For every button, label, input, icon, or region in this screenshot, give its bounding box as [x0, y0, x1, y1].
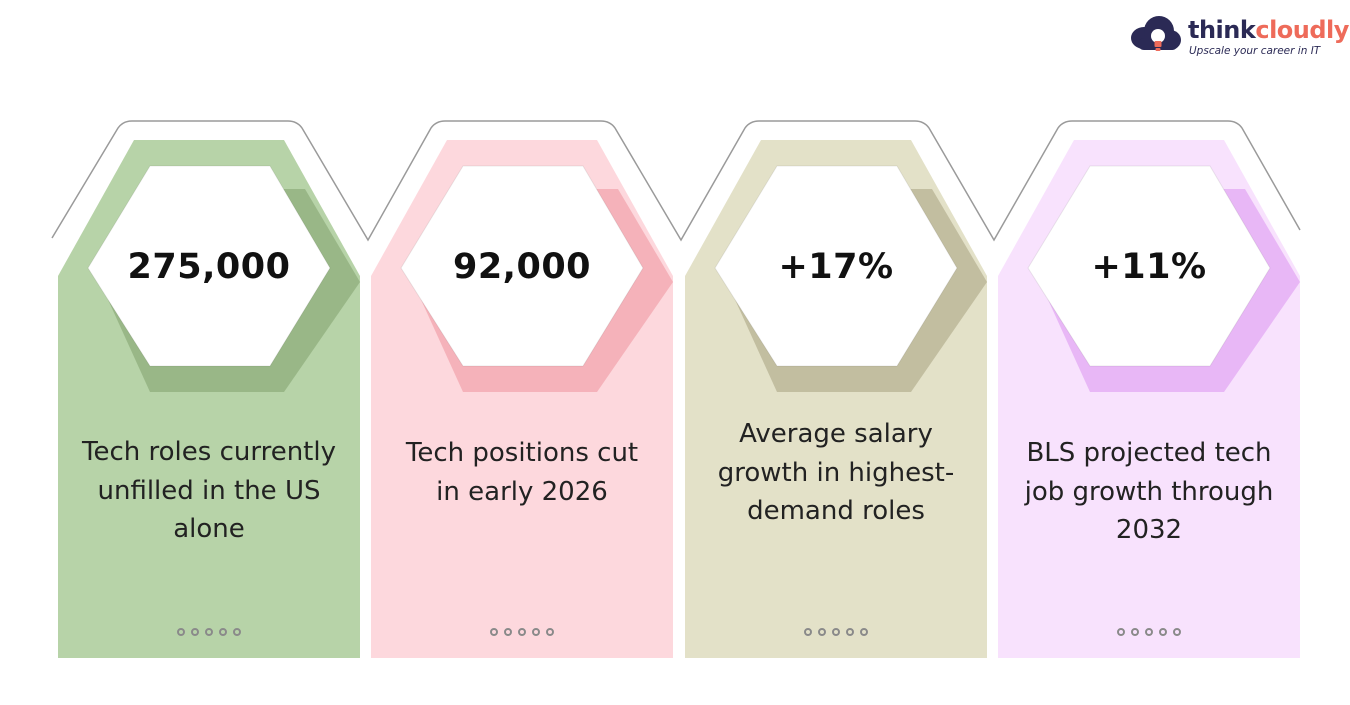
- hexagon-badge: [400, 165, 644, 367]
- stat-card-3: +17% Average salary growth in highest-de…: [685, 0, 987, 705]
- pagination-dots: [998, 628, 1300, 636]
- stat-card-4: +11% BLS projected tech job growth throu…: [998, 0, 1300, 705]
- pagination-dot[interactable]: [846, 628, 854, 636]
- pagination-dot[interactable]: [532, 628, 540, 636]
- pagination-dot[interactable]: [546, 628, 554, 636]
- pagination-dots: [685, 628, 987, 636]
- brand-logo[interactable]: thinkcloudly Upscale your career in IT: [1128, 14, 1349, 62]
- brand-tagline: Upscale your career in IT: [1189, 45, 1321, 57]
- pagination-dot[interactable]: [177, 628, 185, 636]
- stat-description: Tech positions cut in early 2026: [405, 438, 639, 507]
- card-background: [371, 140, 673, 658]
- stat-value: 275,000: [127, 247, 291, 287]
- stat-description: BLS projected tech job growth through 20…: [1024, 438, 1274, 545]
- pagination-dot[interactable]: [233, 628, 241, 636]
- pagination-dot[interactable]: [860, 628, 868, 636]
- pagination-dot[interactable]: [1117, 628, 1125, 636]
- pagination-dots: [371, 628, 673, 636]
- stat-value: +11%: [1091, 247, 1207, 287]
- pagination-dot[interactable]: [1173, 628, 1181, 636]
- pagination-dot[interactable]: [191, 628, 199, 636]
- hexagon-badge: [1027, 165, 1271, 367]
- pagination-dot[interactable]: [818, 628, 826, 636]
- stat-description: Tech roles currently unfilled in the US …: [82, 437, 336, 544]
- card-background: [685, 140, 987, 658]
- brand-name-cloudly: cloudly: [1255, 16, 1349, 44]
- stat-card-2: 92,000 Tech positions cut in early 2026: [371, 0, 673, 705]
- card-background: [998, 140, 1300, 658]
- pagination-dot[interactable]: [832, 628, 840, 636]
- pagination-dot[interactable]: [518, 628, 526, 636]
- pagination-dot[interactable]: [1131, 628, 1139, 636]
- pagination-dot[interactable]: [1159, 628, 1167, 636]
- pagination-dot[interactable]: [219, 628, 227, 636]
- pagination-dot[interactable]: [490, 628, 498, 636]
- stat-value: 92,000: [452, 247, 592, 287]
- stat-card-1: 275,000 Tech roles currently unfilled in…: [58, 0, 360, 705]
- stat-value: +17%: [778, 247, 894, 287]
- pagination-dot[interactable]: [1145, 628, 1153, 636]
- pagination-dot[interactable]: [804, 628, 812, 636]
- brand-name-think: think: [1188, 16, 1256, 44]
- pagination-dots: [58, 628, 360, 636]
- brand-name: thinkcloudly: [1188, 16, 1349, 44]
- pagination-dot[interactable]: [504, 628, 512, 636]
- hexagon-badge: [714, 165, 958, 367]
- cloud-bulb-icon: [1131, 16, 1181, 51]
- stat-description: Average salary growth in highest-demand …: [717, 419, 955, 526]
- hexagon-badge: [87, 165, 331, 367]
- pagination-dot[interactable]: [205, 628, 213, 636]
- card-background: [58, 140, 360, 658]
